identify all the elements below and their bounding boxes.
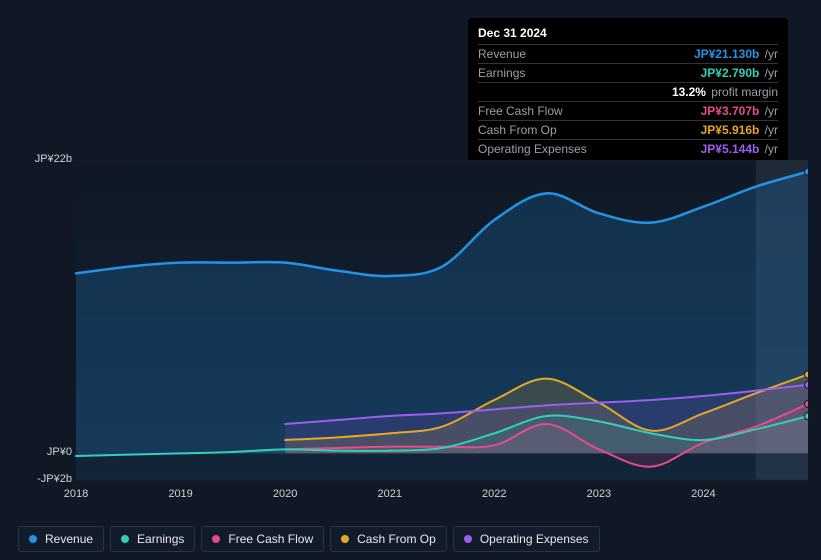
legend-label: Free Cash Flow (228, 532, 313, 546)
tooltip-row-value: JP¥5.916b /yr (701, 123, 778, 137)
legend-label: Earnings (137, 532, 184, 546)
tooltip-row: Revenue JP¥21.130b /yr (478, 44, 778, 63)
tooltip-row-label: Revenue (478, 47, 526, 61)
legend-label: Revenue (45, 532, 93, 546)
x-axis-label: 2020 (273, 488, 297, 500)
tooltip-row-value: JP¥5.144b /yr (701, 142, 778, 156)
tooltip-row-label: Earnings (478, 66, 525, 80)
chart-area: JP¥22bJP¥0-JP¥2b 20182019202020212022202… (18, 160, 808, 540)
y-axis-label: -JP¥2b (22, 473, 72, 485)
tooltip-row-value: 13.2% profit margin (672, 85, 778, 99)
tooltip-row: 13.2% profit margin (478, 82, 778, 101)
legend-label: Cash From Op (357, 532, 436, 546)
legend-item[interactable]: Revenue (18, 526, 104, 552)
tooltip-row: Cash From Op JP¥5.916b /yr (478, 120, 778, 139)
x-axis-label: 2021 (377, 488, 401, 500)
tooltip-row-value: JP¥2.790b /yr (701, 66, 778, 80)
legend-item[interactable]: Earnings (110, 526, 195, 552)
tooltip-row-label: Cash From Op (478, 123, 557, 137)
x-axis-label: 2018 (64, 488, 88, 500)
legend-item[interactable]: Operating Expenses (453, 526, 600, 552)
legend-label: Operating Expenses (480, 532, 589, 546)
tooltip-row-label: Operating Expenses (478, 142, 587, 156)
legend-item[interactable]: Cash From Op (330, 526, 447, 552)
legend-item[interactable]: Free Cash Flow (201, 526, 324, 552)
line-area-chart (18, 160, 808, 500)
legend-dot-icon (212, 535, 220, 543)
tooltip-row-label: Free Cash Flow (478, 104, 563, 118)
y-axis-label: JP¥0 (22, 446, 72, 458)
x-axis-label: 2024 (691, 488, 715, 500)
legend-dot-icon (29, 535, 37, 543)
tooltip-row-value: JP¥21.130b /yr (694, 47, 778, 61)
tooltip-row: Operating Expenses JP¥5.144b /yr (478, 139, 778, 158)
tooltip-row: Earnings JP¥2.790b /yr (478, 63, 778, 82)
tooltip-title: Dec 31 2024 (478, 26, 778, 44)
x-axis-label: 2022 (482, 488, 506, 500)
x-axis-label: 2019 (168, 488, 192, 500)
x-axis-label: 2023 (587, 488, 611, 500)
hover-tooltip: Dec 31 2024 Revenue JP¥21.130b /yr Earning… (468, 18, 788, 166)
legend-dot-icon (341, 535, 349, 543)
legend: Revenue Earnings Free Cash Flow Cash From O… (18, 526, 600, 552)
legend-dot-icon (121, 535, 129, 543)
tooltip-row: Free Cash Flow JP¥3.707b /yr (478, 101, 778, 120)
y-axis-label: JP¥22b (22, 153, 72, 165)
legend-dot-icon (464, 535, 472, 543)
tooltip-row-value: JP¥3.707b /yr (701, 104, 778, 118)
